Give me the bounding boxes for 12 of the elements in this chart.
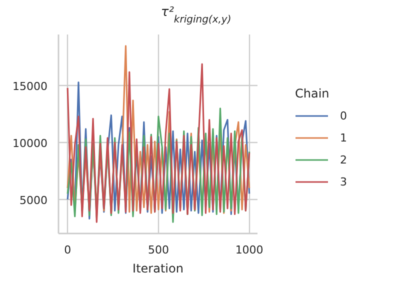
y-tick-label: 10000: [12, 137, 48, 150]
y-tick-label: 15000: [12, 80, 48, 94]
x-axis-title: Iteration: [132, 262, 184, 276]
x-tick-label: 0: [64, 244, 72, 256]
y-tick-label: 5000: [20, 194, 48, 207]
legend-label: 1: [340, 131, 348, 144]
x-tick-label: 500: [148, 244, 169, 256]
legend-label: 2: [340, 153, 348, 166]
x-tick-label: 1000: [235, 244, 264, 256]
legend-label: 0: [340, 109, 348, 122]
legend-title: Chain: [295, 86, 330, 100]
legend-label: 3: [340, 175, 348, 188]
